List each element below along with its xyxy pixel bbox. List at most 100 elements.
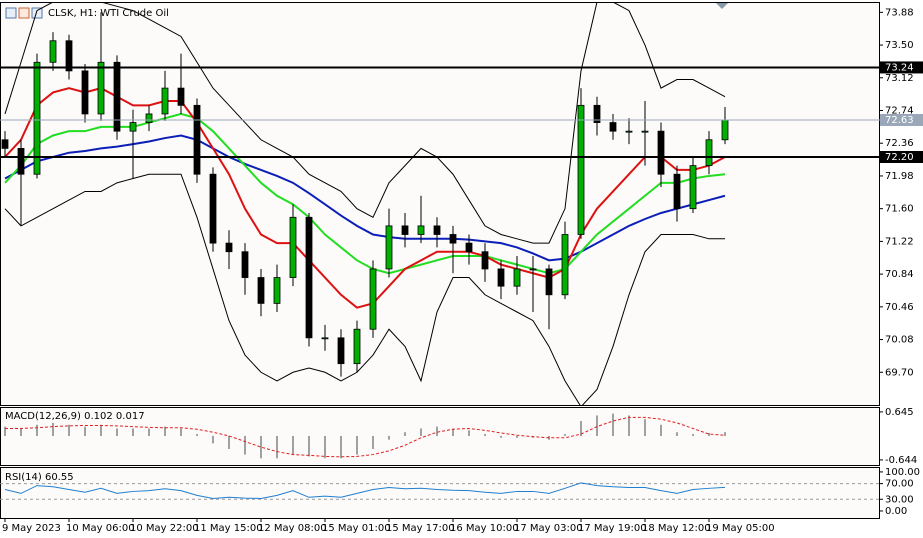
x-tick-label: 10 May 22:00 (130, 523, 199, 534)
macd-bar (660, 424, 662, 436)
macd-bar (708, 432, 710, 436)
candle-body (81, 70, 89, 115)
macd-bar (564, 434, 566, 436)
macd-bar (148, 428, 150, 436)
macd-bar (196, 434, 198, 436)
macd-bar (180, 428, 182, 436)
x-tick-label: 9 May 2023 (2, 523, 61, 534)
y-tick-label: 70.84 (885, 269, 914, 280)
y-tick-label: 0.00 (885, 506, 907, 517)
macd-bar (292, 435, 294, 455)
candle-body (481, 251, 489, 270)
candle-body (161, 87, 169, 115)
level-label: 73.24 (885, 62, 914, 73)
candle-body (273, 277, 281, 304)
indicator-line (4, 87, 726, 309)
macd-bar (308, 435, 310, 457)
macd-bar (36, 424, 38, 436)
level-tag (880, 61, 923, 74)
y-tick-label: 72.36 (885, 138, 914, 149)
candle-body (49, 40, 57, 63)
macd-bar (324, 435, 326, 459)
indicator-line (4, 2, 726, 244)
x-tick-label: 18 May 12:00 (642, 523, 711, 534)
macd-bar (452, 428, 454, 436)
macd-bar (612, 413, 614, 436)
y-tick-label: 70.00 (885, 479, 914, 490)
candle-body (1, 139, 9, 149)
candle-body (305, 216, 313, 339)
candle-body (705, 139, 713, 167)
macd-bar (484, 434, 486, 436)
macd-bar (228, 435, 230, 449)
scroll-marker (716, 3, 728, 9)
indicator-line (4, 112, 726, 275)
macd-bar (132, 428, 134, 436)
macd-bar (356, 435, 358, 455)
candle-body (145, 113, 153, 123)
candle-body (17, 147, 25, 175)
candle-body (241, 251, 249, 278)
macd-panel (0, 407, 880, 466)
candle-body (513, 268, 521, 287)
macd-bar (164, 426, 166, 436)
macd-bar (644, 419, 646, 436)
candle-body (417, 225, 425, 235)
candle-body (97, 61, 105, 115)
x-tick-label: 11 May 15:00 (194, 523, 263, 534)
indicator-line (4, 134, 726, 262)
rsi-line (4, 482, 726, 499)
macd-bar (276, 435, 278, 459)
candle-body (609, 122, 617, 132)
macd-bar (580, 421, 582, 436)
macd-bar (628, 415, 630, 436)
rsi-title: RSI(14) 60.55 (5, 472, 74, 483)
y-tick-label: 30.00 (885, 494, 914, 505)
x-tick-label: 16 May 10:00 (450, 523, 519, 534)
y-tick-label: 73.88 (885, 7, 914, 18)
macd-bar (676, 432, 678, 436)
candle-body (465, 242, 473, 253)
y-tick-label: 69.70 (885, 367, 914, 378)
plot-area (0, 482, 880, 500)
last-price-tag (880, 113, 923, 126)
candle-body (321, 337, 329, 340)
macd-bar (500, 435, 502, 438)
macd-bar (388, 435, 390, 440)
candle-body (497, 268, 505, 287)
macd-bar (372, 435, 374, 449)
macd-bar (340, 435, 342, 459)
y-tick-label: 0.645 (885, 407, 914, 418)
candle-body (337, 337, 345, 365)
x-tick-label: 12 May 08:00 (258, 523, 327, 534)
macd-title: MACD(12,26,9) 0.102 0.017 (5, 411, 145, 422)
macd-bar (212, 435, 214, 444)
y-tick-label: -0.644 (885, 455, 917, 466)
macd-bar (468, 430, 470, 436)
candle-body (65, 40, 73, 72)
signal-line (5, 416, 726, 458)
x-tick-label: 15 May 01:00 (322, 523, 391, 534)
candle-body (577, 104, 585, 235)
candle-body (177, 87, 185, 106)
indicator-line (4, 173, 725, 405)
macd-bar (244, 435, 246, 455)
rsi-panel (0, 467, 880, 519)
candle-body (353, 328, 361, 365)
candle-body (593, 104, 601, 123)
candle-body (33, 61, 41, 175)
candle-body (225, 242, 233, 253)
candle-body (689, 165, 697, 210)
main-panel (0, 2, 880, 406)
plot-area (1, 2, 729, 405)
candle-body (433, 225, 441, 235)
candle-body (561, 234, 569, 296)
macd-bar (4, 426, 6, 436)
macd-bar (420, 428, 422, 436)
y-tick-label: 72.74 (885, 106, 914, 117)
candle-body (193, 104, 201, 175)
last-price-label: 72.63 (885, 115, 914, 126)
candle-body (257, 277, 265, 304)
candle-body (449, 234, 457, 244)
